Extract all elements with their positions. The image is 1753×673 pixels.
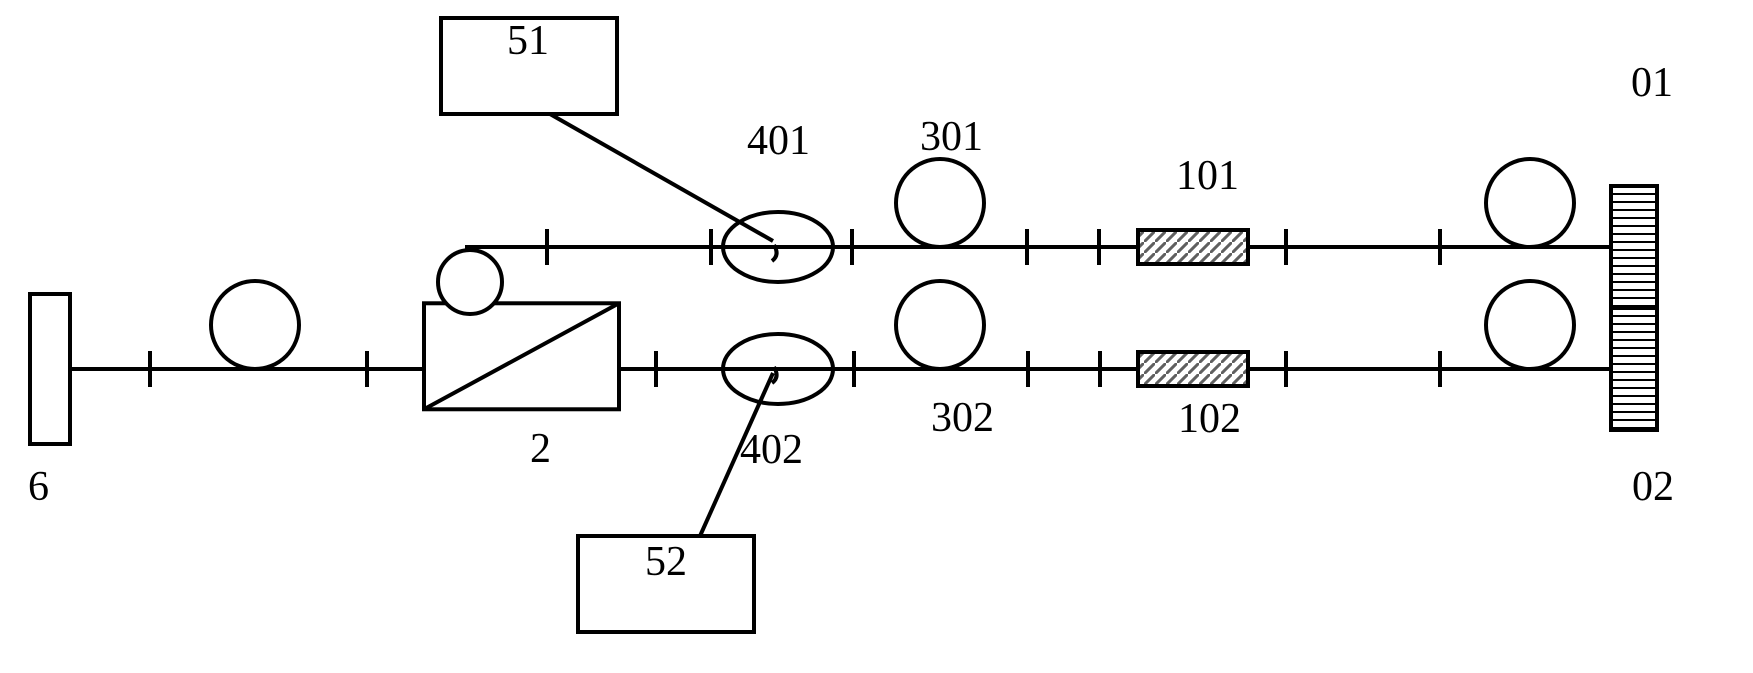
label-102: 102 xyxy=(1178,396,1241,442)
label-01: 01 xyxy=(1631,60,1673,106)
label-02: 02 xyxy=(1632,464,1674,510)
fiber-coil-301 xyxy=(896,159,984,247)
label-52: 52 xyxy=(645,539,687,585)
label-2: 2 xyxy=(530,426,551,472)
fiber-coil-302 xyxy=(896,281,984,369)
left-block-6 xyxy=(30,294,70,444)
label-302: 302 xyxy=(931,395,994,441)
label-6: 6 xyxy=(28,464,49,510)
gain-102 xyxy=(1138,352,1248,386)
end-block-02 xyxy=(1611,308,1657,430)
label-301: 301 xyxy=(920,114,983,160)
label-401: 401 xyxy=(747,118,810,164)
fiber-coil-branch-top xyxy=(1486,159,1574,247)
label-51: 51 xyxy=(507,18,549,64)
fiber-coil-branch-bot xyxy=(1486,281,1574,369)
fiber-loop-small xyxy=(438,250,502,314)
fiber-coil-left xyxy=(211,281,299,369)
label-101: 101 xyxy=(1176,153,1239,199)
end-block-01 xyxy=(1611,186,1657,308)
label-402: 402 xyxy=(740,427,803,473)
gain-101 xyxy=(1138,230,1248,264)
